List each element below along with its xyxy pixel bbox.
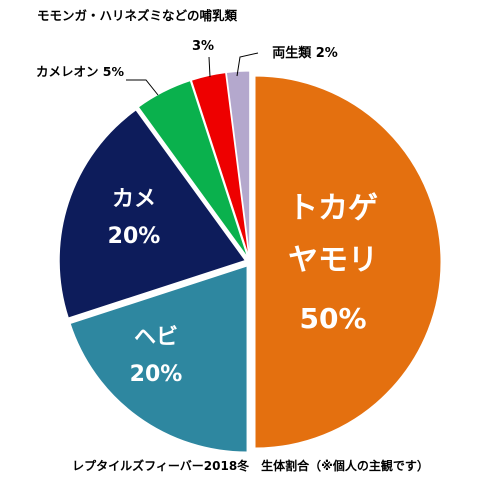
leader-line [208,56,211,78]
slice-value-label: 20% [130,362,183,387]
slice-label: カメレオン 5% [36,64,125,79]
pie-slice [137,80,249,258]
pie-slice [58,109,247,319]
leader-line [126,79,159,96]
slice-label: 両生類 2% [272,45,338,61]
slice-value-label: 50% [299,302,366,335]
slice-label: モモンガ・ハリネズミなどの哺乳類 [37,8,238,23]
slice-label: ヘビ [134,325,178,350]
slice-label: トカゲ [288,191,378,226]
leader-line [236,52,259,77]
pie-slice [254,75,442,449]
slice-value-label: 3% [192,39,214,54]
slice-label: ヤモリ [288,243,378,278]
chart-caption: レプタイルズフィーバー2018冬 生体割合（※個人の主観です） [72,459,429,473]
slice-value-label: 20% [108,224,161,249]
pie-slice [69,265,248,453]
slice-label: カメ [112,187,156,212]
pie-slice [190,72,250,258]
